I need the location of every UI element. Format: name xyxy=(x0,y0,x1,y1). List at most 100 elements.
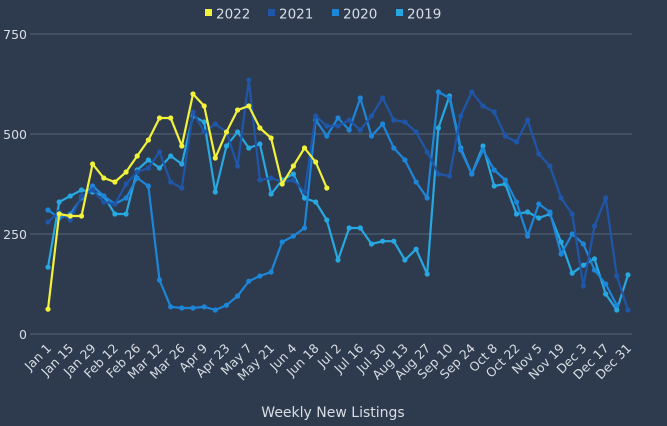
data-point-2021 xyxy=(313,113,319,119)
data-point-2021 xyxy=(123,181,129,187)
data-point-2021 xyxy=(212,121,218,127)
data-point-2020 xyxy=(413,179,419,185)
data-point-2020 xyxy=(123,195,129,201)
data-point-2021 xyxy=(134,169,140,175)
data-point-2019 xyxy=(558,239,564,245)
data-point-2021 xyxy=(502,133,508,139)
data-point-2020 xyxy=(257,273,263,279)
data-point-2019 xyxy=(357,225,363,231)
data-point-2021 xyxy=(268,175,274,181)
data-point-2021 xyxy=(435,171,441,177)
data-point-2020 xyxy=(368,133,375,139)
data-point-2021 xyxy=(536,151,542,157)
data-point-2020 xyxy=(435,89,441,95)
data-point-2022 xyxy=(134,153,140,159)
series-line-2021 xyxy=(47,78,630,311)
data-point-2019 xyxy=(391,238,397,244)
data-point-2022 xyxy=(223,129,230,135)
data-point-2021 xyxy=(402,119,408,125)
data-point-2019 xyxy=(201,119,207,125)
data-point-2019 xyxy=(301,195,308,201)
data-point-2019 xyxy=(603,291,609,297)
data-point-2019 xyxy=(580,262,587,268)
data-point-2022 xyxy=(179,143,185,149)
data-point-2021 xyxy=(569,211,575,217)
legend-label: 2020 xyxy=(343,7,377,23)
data-point-2019 xyxy=(346,225,352,231)
data-point-2019 xyxy=(536,215,542,221)
legend-swatch xyxy=(332,9,339,16)
data-point-2020 xyxy=(268,269,274,275)
data-point-2021 xyxy=(190,109,196,115)
data-point-2021 xyxy=(525,117,531,123)
data-point-2021 xyxy=(246,77,252,83)
data-point-2021 xyxy=(201,129,207,135)
data-point-2021 xyxy=(67,217,73,223)
data-point-2021 xyxy=(391,117,397,123)
data-point-2020 xyxy=(45,207,51,213)
data-point-2022 xyxy=(112,179,118,185)
data-point-2019 xyxy=(525,209,531,215)
data-point-2020 xyxy=(513,199,520,205)
data-point-2020 xyxy=(591,267,598,273)
data-point-2021 xyxy=(614,273,620,279)
data-point-2020 xyxy=(580,241,587,247)
data-point-2022 xyxy=(67,213,73,219)
data-point-2019 xyxy=(112,211,118,217)
data-point-2020 xyxy=(569,231,575,237)
data-point-2020 xyxy=(502,177,508,183)
data-point-2020 xyxy=(134,175,140,181)
data-point-2019 xyxy=(380,238,386,244)
data-point-2022 xyxy=(56,211,62,217)
data-point-2020 xyxy=(156,277,163,283)
series-2021 xyxy=(45,77,631,313)
data-point-2021 xyxy=(547,163,553,169)
data-point-2021 xyxy=(235,163,241,169)
data-point-2021 xyxy=(112,201,118,207)
data-point-2020 xyxy=(301,225,308,231)
data-point-2021 xyxy=(290,177,296,183)
data-point-2020 xyxy=(324,133,330,139)
data-point-2020 xyxy=(346,127,352,133)
data-point-2020 xyxy=(357,95,363,101)
data-point-2022 xyxy=(279,181,285,187)
data-point-2019 xyxy=(290,171,296,177)
data-point-2019 xyxy=(313,199,319,205)
data-point-2019 xyxy=(480,143,486,149)
data-point-2019 xyxy=(491,183,497,189)
data-point-2019 xyxy=(168,153,174,159)
data-point-2022 xyxy=(123,169,129,175)
data-point-2021 xyxy=(446,173,453,179)
data-point-2021 xyxy=(380,95,386,101)
data-point-2020 xyxy=(101,193,107,199)
data-point-2020 xyxy=(145,183,151,189)
series-2020 xyxy=(45,89,620,313)
data-point-2019 xyxy=(156,165,163,171)
data-point-2021 xyxy=(90,187,96,193)
legend-item-2019: 2019 xyxy=(396,7,441,23)
data-point-2019 xyxy=(145,157,151,163)
data-point-2022 xyxy=(201,103,207,109)
legend: 2022 2021 2020 2019 xyxy=(205,7,441,23)
data-point-2022 xyxy=(301,145,308,151)
data-point-2020 xyxy=(223,302,230,308)
data-point-2022 xyxy=(257,125,263,131)
data-point-2020 xyxy=(614,302,620,308)
legend-swatch xyxy=(205,9,212,16)
data-point-2022 xyxy=(101,175,107,181)
y-tick-label: 750 xyxy=(3,27,27,42)
series-line-2022 xyxy=(46,92,328,310)
legend-item-2021: 2021 xyxy=(268,7,313,23)
data-point-2020 xyxy=(446,95,453,101)
data-point-2022 xyxy=(78,213,85,219)
data-point-2019 xyxy=(368,241,375,247)
data-point-2019 xyxy=(569,270,575,276)
y-axis-ticks: 0 250 500 750 xyxy=(3,27,27,342)
gridlines xyxy=(30,33,632,335)
data-point-2019 xyxy=(235,129,241,135)
data-point-2020 xyxy=(190,305,196,311)
data-point-2021 xyxy=(424,149,430,155)
data-point-2019 xyxy=(78,187,85,193)
data-point-2022 xyxy=(156,115,163,121)
